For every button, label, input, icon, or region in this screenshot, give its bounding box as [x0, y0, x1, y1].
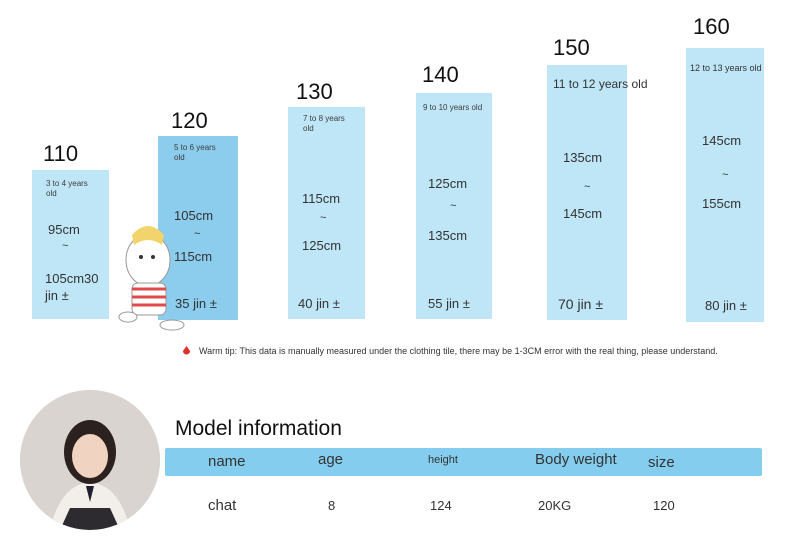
- header-age: age: [318, 451, 344, 468]
- model-photo: [20, 390, 160, 530]
- header-size: size: [648, 454, 675, 471]
- height-to-160: 155cm: [702, 196, 742, 211]
- height-from-120: 105cm: [174, 208, 214, 223]
- height-range-separator-140: ~: [450, 200, 457, 212]
- value-height: 124: [430, 498, 452, 513]
- header-body-weight: Body weight: [535, 451, 617, 468]
- weight-150: 70 jin ±: [558, 296, 604, 312]
- weight-120: 35 jin ±: [175, 296, 217, 311]
- height-range-separator-110: ~: [62, 240, 69, 252]
- warm-tip-text: Warm tip: This data is manually measured…: [199, 346, 718, 356]
- height-to-130: 125cm: [302, 238, 342, 253]
- age-range-150: 11 to 12 years old: [553, 77, 648, 91]
- size-bar-130: [288, 107, 365, 319]
- weight-130: 40 jin ±: [298, 296, 340, 311]
- height-from-130: 115cm: [302, 191, 341, 206]
- weight-140: 55 jin ±: [428, 296, 470, 311]
- age-range-110: 3 to 4 years old: [46, 179, 88, 198]
- size-bar-140: [416, 93, 492, 319]
- model-table-header-bar: [165, 448, 762, 476]
- header-height: height: [428, 454, 458, 466]
- age-range-140: 9 to 10 years old: [423, 103, 483, 112]
- height-range-separator-160: ~: [722, 169, 729, 181]
- weight-160: 80 jin ±: [705, 298, 747, 313]
- size-bar-110: [32, 170, 109, 319]
- header-name: name: [208, 453, 246, 470]
- value-body-weight: 20KG: [538, 498, 572, 513]
- height-to-110: 105cm30: [45, 271, 99, 286]
- value-age: 8: [328, 498, 336, 513]
- warning-drop-icon: [183, 346, 190, 355]
- size-label-150: 150: [553, 35, 590, 60]
- height-from-140: 125cm: [428, 176, 468, 191]
- size-bar-150: [547, 65, 627, 320]
- height-from-160: 145cm: [702, 133, 742, 148]
- size-label-110: 110: [43, 141, 79, 166]
- weight-110: jin ±: [45, 288, 69, 303]
- height-from-110: 95cm: [48, 222, 80, 237]
- value-size: 120: [653, 498, 675, 513]
- age-range-130: 7 to 8 years old: [303, 114, 345, 133]
- height-range-separator-120: ~: [194, 228, 201, 240]
- size-label-160: 160: [693, 14, 730, 39]
- model-info-title: Model information: [175, 417, 342, 440]
- age-range-120: 5 to 6 years old: [174, 143, 216, 162]
- height-to-120: 115cm: [174, 249, 213, 264]
- height-from-150: 135cm: [563, 150, 603, 165]
- size-bar-160: [686, 48, 764, 322]
- height-range-separator-130: ~: [320, 212, 327, 224]
- size-label-120: 120: [171, 108, 208, 133]
- mascot-illustration: [118, 226, 185, 331]
- age-range-160: 12 to 13 years old: [690, 63, 762, 73]
- height-to-140: 135cm: [428, 228, 468, 243]
- size-label-130: 130: [296, 79, 333, 104]
- height-range-separator-150: ~: [584, 181, 591, 193]
- height-to-150: 145cm: [563, 206, 603, 221]
- value-name: chat: [208, 497, 237, 514]
- size-label-140: 140: [422, 62, 459, 87]
- size-bar-120: [158, 136, 238, 320]
